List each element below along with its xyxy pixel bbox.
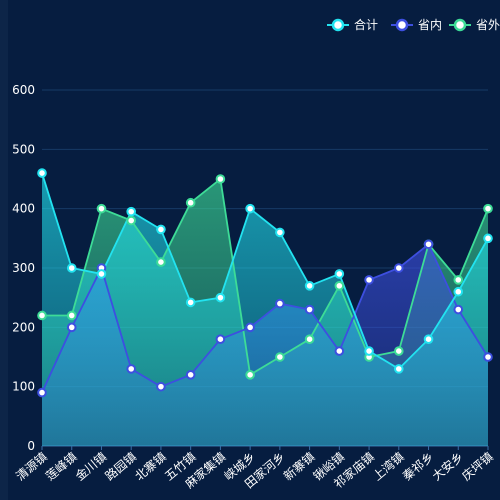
legend-marker-external[interactable] [453,18,467,32]
x-tick-label: 金川镇 [72,449,109,484]
point-external[interactable] [96,203,107,214]
point-external[interactable] [483,203,493,214]
legend-marker-total[interactable] [331,18,345,32]
point-total[interactable] [304,281,315,291]
legend-label-total[interactable]: 合计 [354,17,378,32]
point-domestic[interactable] [483,352,493,362]
point-external[interactable] [245,370,255,380]
point-total[interactable] [334,269,345,279]
line-domestic [41,242,489,393]
y-tick-label: 0 [27,439,35,453]
point-domestic[interactable] [453,304,464,315]
y-tick-label: 100 [12,380,35,394]
point-total[interactable] [364,346,374,356]
legend-marker-domestic[interactable] [395,18,409,32]
point-total[interactable] [37,168,47,178]
y-axis-ticks: 0 100 200 300 400 500 600 [12,83,35,453]
x-tick-label: 上湾镇 [369,449,406,484]
point-external[interactable] [66,310,77,321]
x-tick-label: 路园镇 [102,449,139,484]
legend-label-domestic[interactable]: 省内 [418,18,442,32]
series-lines [41,172,489,393]
x-tick-label: 北寨镇 [132,449,169,484]
x-tick-label: 庆坪镇 [459,450,496,484]
point-external[interactable] [304,334,315,345]
point-external[interactable] [126,215,136,226]
left-edge-strip [0,0,8,500]
line-external [42,177,489,377]
line-total [41,172,489,370]
point-external[interactable] [334,281,345,291]
point-domestic[interactable] [215,334,226,345]
point-domestic[interactable] [66,322,77,333]
point-total[interactable] [245,203,255,214]
point-external[interactable] [185,197,196,208]
point-domestic[interactable] [126,364,136,374]
point-total[interactable] [185,297,196,308]
x-tick-label: 新寨镇 [280,449,317,484]
point-external[interactable] [215,174,226,184]
point-domestic[interactable] [156,381,166,392]
point-external[interactable] [37,310,47,321]
point-total[interactable] [394,364,404,374]
point-total[interactable] [453,286,464,297]
point-total[interactable] [423,334,434,345]
point-external[interactable] [275,352,285,362]
point-external[interactable] [453,275,464,285]
point-domestic[interactable] [185,370,196,380]
point-total[interactable] [215,292,226,303]
y-tick-label: 600 [12,83,35,97]
point-external[interactable] [156,257,166,267]
point-domestic[interactable] [275,298,285,309]
point-domestic[interactable] [364,275,374,285]
x-axis-ticks: 清源镇莲峰镇金川镇路园镇北寨镇五竹镇麻家集镇峡城乡田家河乡新寨镇锹峪镇祁家庙镇上… [13,446,496,491]
point-domestic[interactable] [394,263,404,273]
point-total[interactable] [156,224,166,235]
point-total[interactable] [275,227,285,238]
area-total [42,173,488,447]
x-tick-label: 莲峰镇 [43,450,80,484]
point-total[interactable] [66,263,77,273]
point-domestic[interactable] [245,322,255,333]
point-total[interactable] [96,269,107,279]
y-tick-label: 300 [12,261,35,275]
point-domestic[interactable] [334,346,345,356]
point-total[interactable] [483,233,493,244]
legend: 合计 省内 省外 [327,17,500,32]
y-tick-label: 200 [12,320,35,334]
x-tick-label: 清源镇 [13,450,50,484]
series-points [37,168,493,398]
point-domestic[interactable] [37,387,47,398]
point-total[interactable] [126,206,136,217]
x-tick-label: 秦祁乡 [399,449,436,484]
point-domestic[interactable] [304,304,315,315]
y-tick-label: 400 [12,202,35,216]
point-domestic[interactable] [423,239,434,250]
point-external[interactable] [394,346,404,356]
legend-label-external[interactable]: 省外 [476,18,500,32]
series-areas [42,173,488,447]
y-tick-label: 500 [12,142,35,156]
x-tick-label: 大安乡 [429,449,466,484]
